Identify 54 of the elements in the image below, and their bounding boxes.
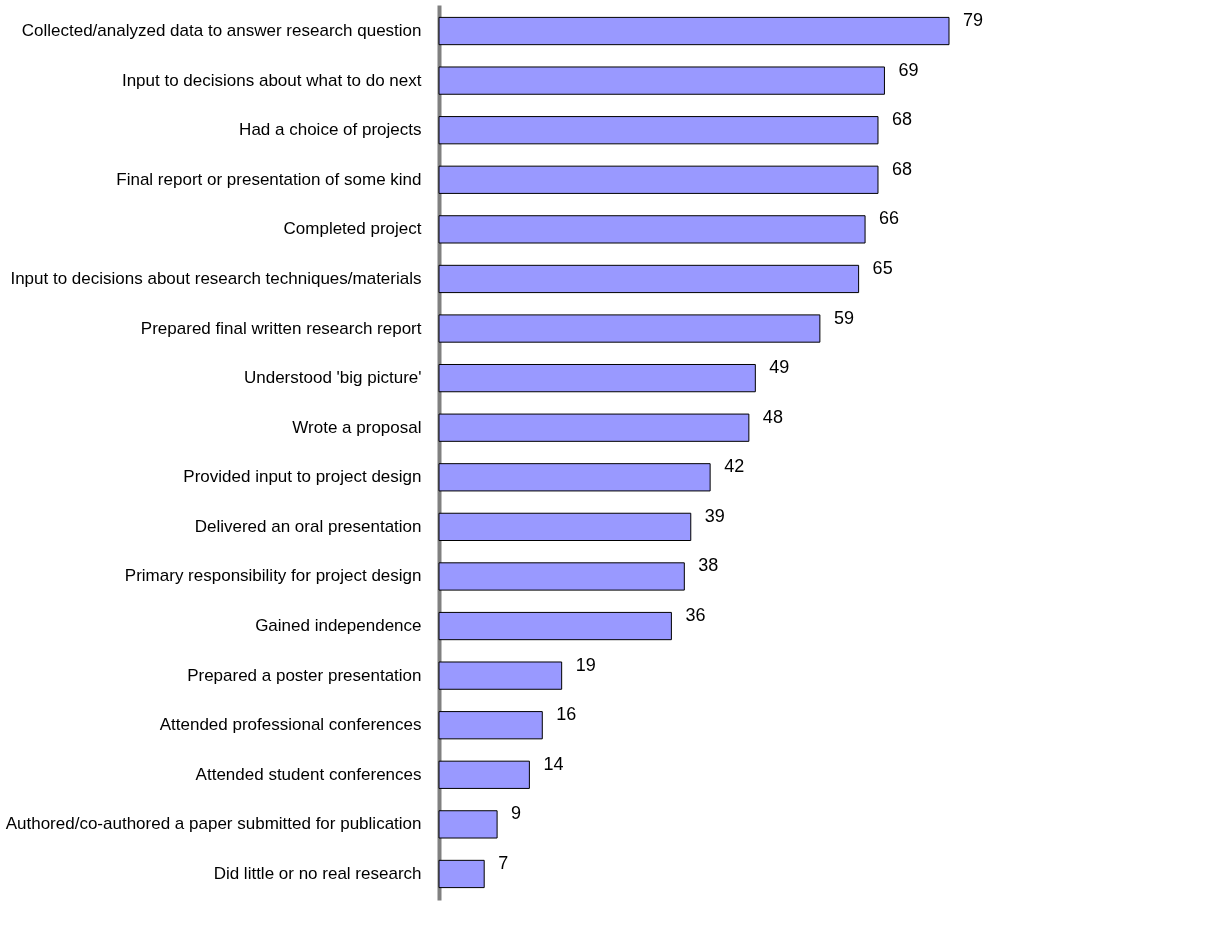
data-label: 36 xyxy=(685,605,706,626)
y-tick-label: Collected/analyzed data to answer research question xyxy=(21,21,422,41)
bar xyxy=(438,661,563,690)
data-label: 39 xyxy=(704,505,725,526)
data-label: 14 xyxy=(543,753,564,774)
data-label: 65 xyxy=(872,257,893,278)
bar xyxy=(438,314,821,343)
y-tick-label: Did little or no real research xyxy=(213,863,422,883)
bar xyxy=(438,512,692,542)
bar xyxy=(438,16,950,46)
bar xyxy=(438,760,530,789)
data-label: 69 xyxy=(898,59,919,80)
bar xyxy=(438,413,750,442)
y-tick-label: Attended professional conferences xyxy=(159,715,422,735)
y-tick-label: Delivered an oral presentation xyxy=(194,516,422,536)
y-tick-label: Had a choice of projects xyxy=(239,120,422,140)
bar xyxy=(438,810,498,839)
data-label: 9 xyxy=(511,803,522,824)
bar xyxy=(438,562,685,591)
data-label: 7 xyxy=(498,852,509,873)
y-tick-label: Authored/co-authored a paper submitted for publication xyxy=(5,814,422,834)
data-label: 68 xyxy=(891,109,913,130)
y-tick-label: Attended student conferences xyxy=(195,764,422,784)
y-tick-label: Provided input to project design xyxy=(183,467,422,487)
data-label: 48 xyxy=(762,406,783,427)
y-tick-label: Prepared final written research report xyxy=(140,318,422,338)
y-tick-label: Prepared a poster presentation xyxy=(187,665,422,685)
bar xyxy=(438,859,485,889)
y-tick-label: Input to decisions about research techniques/materials xyxy=(10,268,422,288)
y-tick-label: Understood 'big picture' xyxy=(243,368,422,388)
data-label: 19 xyxy=(575,654,596,675)
data-label: 79 xyxy=(963,10,984,31)
bar xyxy=(438,611,672,641)
data-label: 49 xyxy=(769,357,790,378)
data-label: 42 xyxy=(724,456,745,477)
bar xyxy=(438,264,860,294)
data-label: 38 xyxy=(698,555,719,576)
bar xyxy=(438,66,885,95)
data-label: 66 xyxy=(879,208,900,229)
y-tick-label: Final report or presentation of some kind xyxy=(116,169,422,189)
data-label: 59 xyxy=(833,307,854,328)
bar xyxy=(438,165,879,194)
bar xyxy=(438,363,756,393)
bar xyxy=(438,463,711,492)
bar xyxy=(438,116,879,145)
data-label: 68 xyxy=(891,158,913,179)
y-tick-label: Primary responsibility for project design xyxy=(124,566,422,586)
y-tick-label: Completed project xyxy=(283,219,422,239)
y-tick-label: Gained independence xyxy=(255,616,422,636)
y-tick-label: Input to decisions about what to do next xyxy=(121,70,422,90)
bar xyxy=(438,215,866,244)
y-tick-label: Wrote a proposal xyxy=(292,417,422,437)
bar xyxy=(438,711,543,740)
data-label: 16 xyxy=(556,704,577,725)
